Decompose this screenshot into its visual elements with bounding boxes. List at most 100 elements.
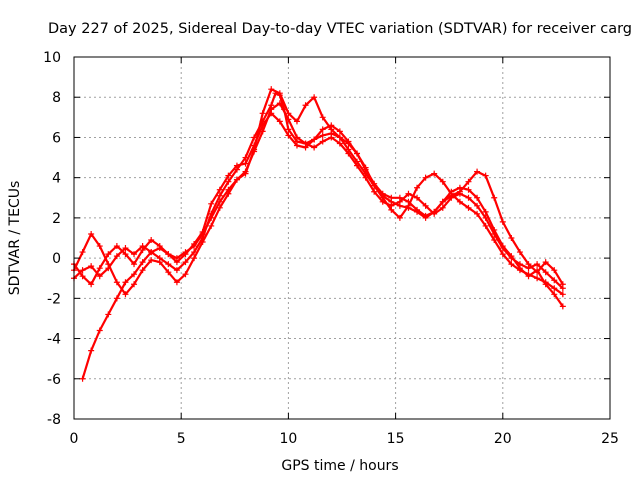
data-point <box>491 194 498 201</box>
data-point <box>88 281 95 288</box>
data-point <box>534 261 541 268</box>
data-point <box>551 285 558 292</box>
data-point <box>396 202 403 209</box>
data-point <box>362 170 369 177</box>
data-point <box>122 251 129 258</box>
data-point <box>148 237 155 244</box>
data-point <box>293 134 300 141</box>
data-point <box>242 170 249 177</box>
data-point <box>319 114 326 121</box>
data-point <box>414 194 421 201</box>
data-point <box>199 239 206 246</box>
data-point <box>131 251 138 258</box>
data-point <box>165 269 172 276</box>
x-tick-label: 5 <box>177 431 186 447</box>
y-tick-label: 2 <box>52 211 61 227</box>
y-tick-label: 0 <box>52 251 61 267</box>
y-tick-label: -6 <box>47 372 61 388</box>
data-point <box>345 138 352 145</box>
data-point <box>105 261 112 268</box>
data-point <box>499 218 506 225</box>
data-point <box>328 126 335 133</box>
data-point <box>156 245 163 252</box>
y-tick-label: 6 <box>52 130 61 146</box>
data-point <box>139 267 146 274</box>
data-point <box>268 86 275 93</box>
axis-ticks <box>73 56 611 420</box>
data-point <box>456 198 463 205</box>
data-point <box>559 291 566 298</box>
data-point <box>233 162 240 169</box>
data-point <box>268 110 275 117</box>
data-point <box>182 259 189 266</box>
data-point <box>113 279 120 286</box>
data-point <box>508 253 515 260</box>
data-point <box>396 214 403 221</box>
data-point <box>559 281 566 288</box>
data-point <box>311 94 318 101</box>
data-point <box>285 126 292 133</box>
data-point <box>431 208 438 215</box>
data-point <box>405 204 412 211</box>
data-point <box>139 259 146 266</box>
data-point <box>122 291 129 298</box>
data-point <box>559 303 566 310</box>
data-point <box>422 202 429 209</box>
series-track-3 <box>71 110 566 310</box>
data-point <box>285 110 292 117</box>
data-point <box>551 277 558 284</box>
data-point <box>439 178 446 185</box>
data-point <box>139 247 146 254</box>
data-point <box>542 259 549 266</box>
data-point <box>448 192 455 199</box>
data-point <box>328 134 335 141</box>
data-point <box>516 265 523 272</box>
data-point <box>173 279 180 286</box>
data-point <box>216 198 223 205</box>
data-point <box>105 311 112 318</box>
plot-frame <box>73 56 611 420</box>
data-point <box>431 170 438 177</box>
x-tick-label: 15 <box>387 431 405 447</box>
y-tick-label: -8 <box>47 412 61 428</box>
data-point <box>551 291 558 298</box>
data-point <box>148 249 155 256</box>
data-point <box>122 245 129 252</box>
data-point <box>474 194 481 201</box>
data-point <box>491 237 498 244</box>
data-point <box>534 275 541 282</box>
data-point <box>79 249 86 256</box>
data-point <box>422 174 429 181</box>
data-point <box>276 118 283 125</box>
data-point <box>319 138 326 145</box>
data-point <box>405 190 412 197</box>
data-point <box>482 208 489 215</box>
data-point <box>173 255 180 262</box>
data-point <box>216 192 223 199</box>
data-point <box>225 178 232 185</box>
data-point <box>542 269 549 276</box>
data-point <box>79 267 86 274</box>
data-point <box>336 128 343 135</box>
series-line <box>72 92 564 296</box>
y-axis-label: SDTVAR / TECUs <box>7 181 23 296</box>
data-point <box>182 249 189 256</box>
data-point <box>311 136 318 143</box>
data-point <box>208 222 215 229</box>
y-tick-label: -4 <box>47 332 61 348</box>
series-line <box>72 102 564 296</box>
data-point <box>122 279 129 286</box>
data-point <box>79 375 86 382</box>
data-point <box>113 243 120 250</box>
data-point <box>131 281 138 288</box>
chart-title: Day 227 of 2025, Sidereal Day-to-day VTE… <box>48 21 632 37</box>
data-point <box>439 198 446 205</box>
data-point <box>165 261 172 268</box>
data-point <box>456 188 463 195</box>
data-point <box>474 168 481 175</box>
data-point <box>474 210 481 217</box>
data-point <box>319 126 326 133</box>
y-tick-label: -2 <box>47 291 61 307</box>
data-point <box>354 158 361 165</box>
